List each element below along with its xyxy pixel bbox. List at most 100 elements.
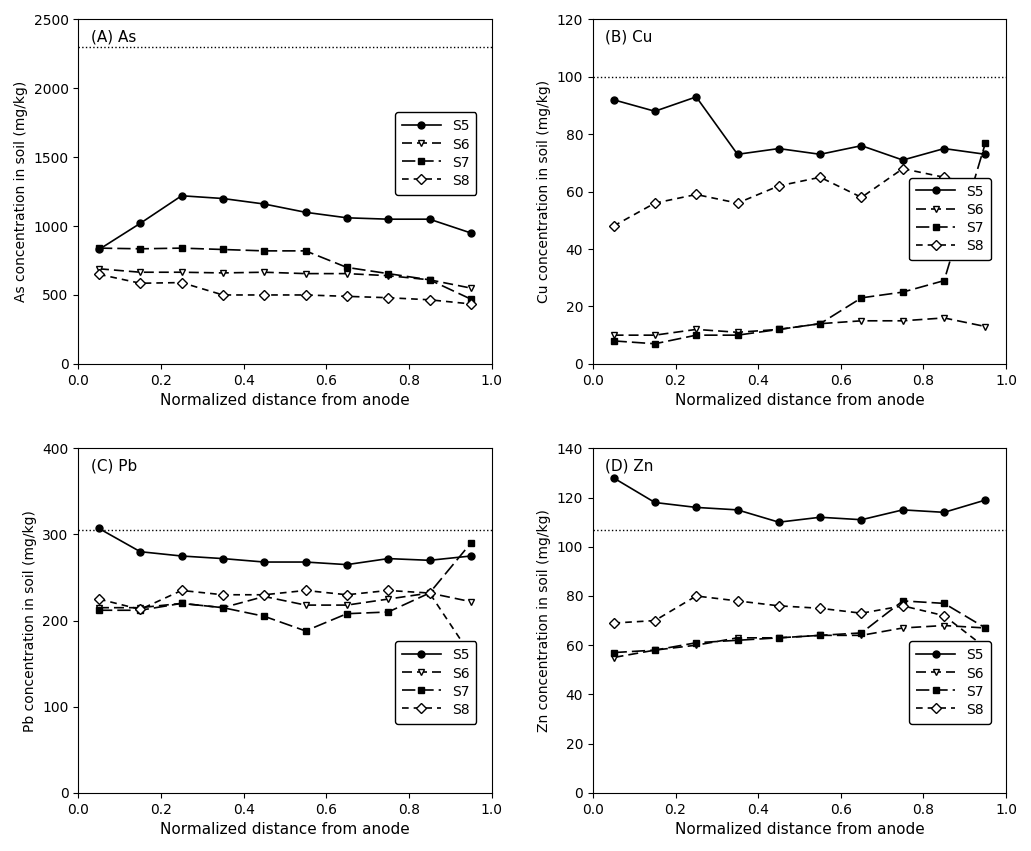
S7 [856, 293, 868, 303]
S8 [93, 269, 105, 279]
S6 [897, 316, 909, 326]
S8 [690, 591, 702, 601]
S7 [690, 330, 702, 340]
Text: (B) Cu: (B) Cu [605, 30, 653, 45]
S6 [465, 597, 477, 607]
S6 [897, 623, 909, 633]
S7 [814, 318, 827, 328]
Line: S8: S8 [96, 271, 474, 307]
S5 [340, 559, 353, 569]
S5 [93, 244, 105, 254]
S5 [134, 218, 146, 228]
S8 [93, 594, 105, 604]
Legend: S5, S6, S7, S8: S5, S6, S7, S8 [909, 642, 991, 724]
S7 [607, 648, 620, 658]
S6 [217, 268, 229, 278]
S7 [134, 243, 146, 254]
S5 [465, 228, 477, 238]
Line: S7: S7 [96, 540, 474, 634]
S7 [217, 603, 229, 613]
S7 [465, 538, 477, 548]
S7 [465, 294, 477, 304]
X-axis label: Normalized distance from anode: Normalized distance from anode [160, 393, 409, 408]
S8 [856, 192, 868, 203]
S8 [424, 588, 436, 598]
S5 [897, 505, 909, 515]
S8 [465, 299, 477, 309]
S8 [648, 615, 661, 625]
S6 [814, 631, 827, 641]
S5 [897, 155, 909, 165]
S8 [856, 608, 868, 619]
S8 [134, 604, 146, 614]
S5 [93, 523, 105, 534]
Line: S8: S8 [610, 592, 989, 651]
S8 [938, 610, 951, 620]
Line: S7: S7 [96, 244, 474, 303]
S6 [648, 330, 661, 340]
S6 [814, 318, 827, 328]
S8 [814, 172, 827, 182]
S7 [979, 623, 992, 633]
S7 [731, 330, 743, 340]
S7 [258, 246, 270, 256]
S8 [299, 290, 311, 300]
S5 [731, 505, 743, 515]
S8 [731, 596, 743, 606]
S5 [175, 191, 188, 201]
S6 [424, 588, 436, 598]
S6 [979, 322, 992, 332]
S7 [299, 625, 311, 636]
S7 [938, 598, 951, 608]
S8 [383, 293, 395, 303]
S6 [383, 594, 395, 604]
S5 [258, 199, 270, 209]
S6 [731, 632, 743, 643]
S6 [340, 269, 353, 279]
S8 [979, 180, 992, 191]
X-axis label: Normalized distance from anode: Normalized distance from anode [160, 822, 409, 837]
S7 [814, 631, 827, 641]
S5 [979, 149, 992, 159]
S6 [731, 327, 743, 337]
Legend: S5, S6, S7, S8: S5, S6, S7, S8 [395, 642, 476, 724]
S7 [175, 243, 188, 254]
S6 [93, 264, 105, 274]
S5 [175, 551, 188, 561]
S8 [772, 601, 785, 611]
S8 [424, 294, 436, 305]
S8 [607, 618, 620, 628]
S7 [897, 596, 909, 606]
X-axis label: Normalized distance from anode: Normalized distance from anode [674, 393, 925, 408]
S5 [731, 149, 743, 159]
Line: S5: S5 [610, 94, 989, 163]
S6 [383, 271, 395, 281]
S7 [93, 605, 105, 615]
S8 [217, 290, 229, 300]
S7 [897, 287, 909, 297]
S5 [814, 149, 827, 159]
S6 [175, 598, 188, 608]
S7 [175, 598, 188, 608]
S6 [856, 631, 868, 641]
S8 [690, 190, 702, 200]
S6 [340, 600, 353, 610]
Legend: S5, S6, S7, S8: S5, S6, S7, S8 [909, 178, 991, 260]
S8 [465, 650, 477, 660]
S5 [134, 546, 146, 557]
S6 [607, 653, 620, 663]
Legend: S5, S6, S7, S8: S5, S6, S7, S8 [395, 112, 476, 195]
S5 [979, 495, 992, 505]
S6 [856, 316, 868, 326]
S7 [979, 138, 992, 148]
S7 [607, 336, 620, 346]
S6 [690, 324, 702, 334]
Y-axis label: Cu concentration in soil (mg/kg): Cu concentration in soil (mg/kg) [537, 80, 552, 303]
S7 [648, 339, 661, 349]
Line: S6: S6 [96, 266, 474, 292]
S7 [772, 324, 785, 334]
S8 [814, 603, 827, 614]
S8 [134, 278, 146, 288]
Line: S6: S6 [610, 315, 989, 339]
Line: S5: S5 [610, 474, 989, 526]
